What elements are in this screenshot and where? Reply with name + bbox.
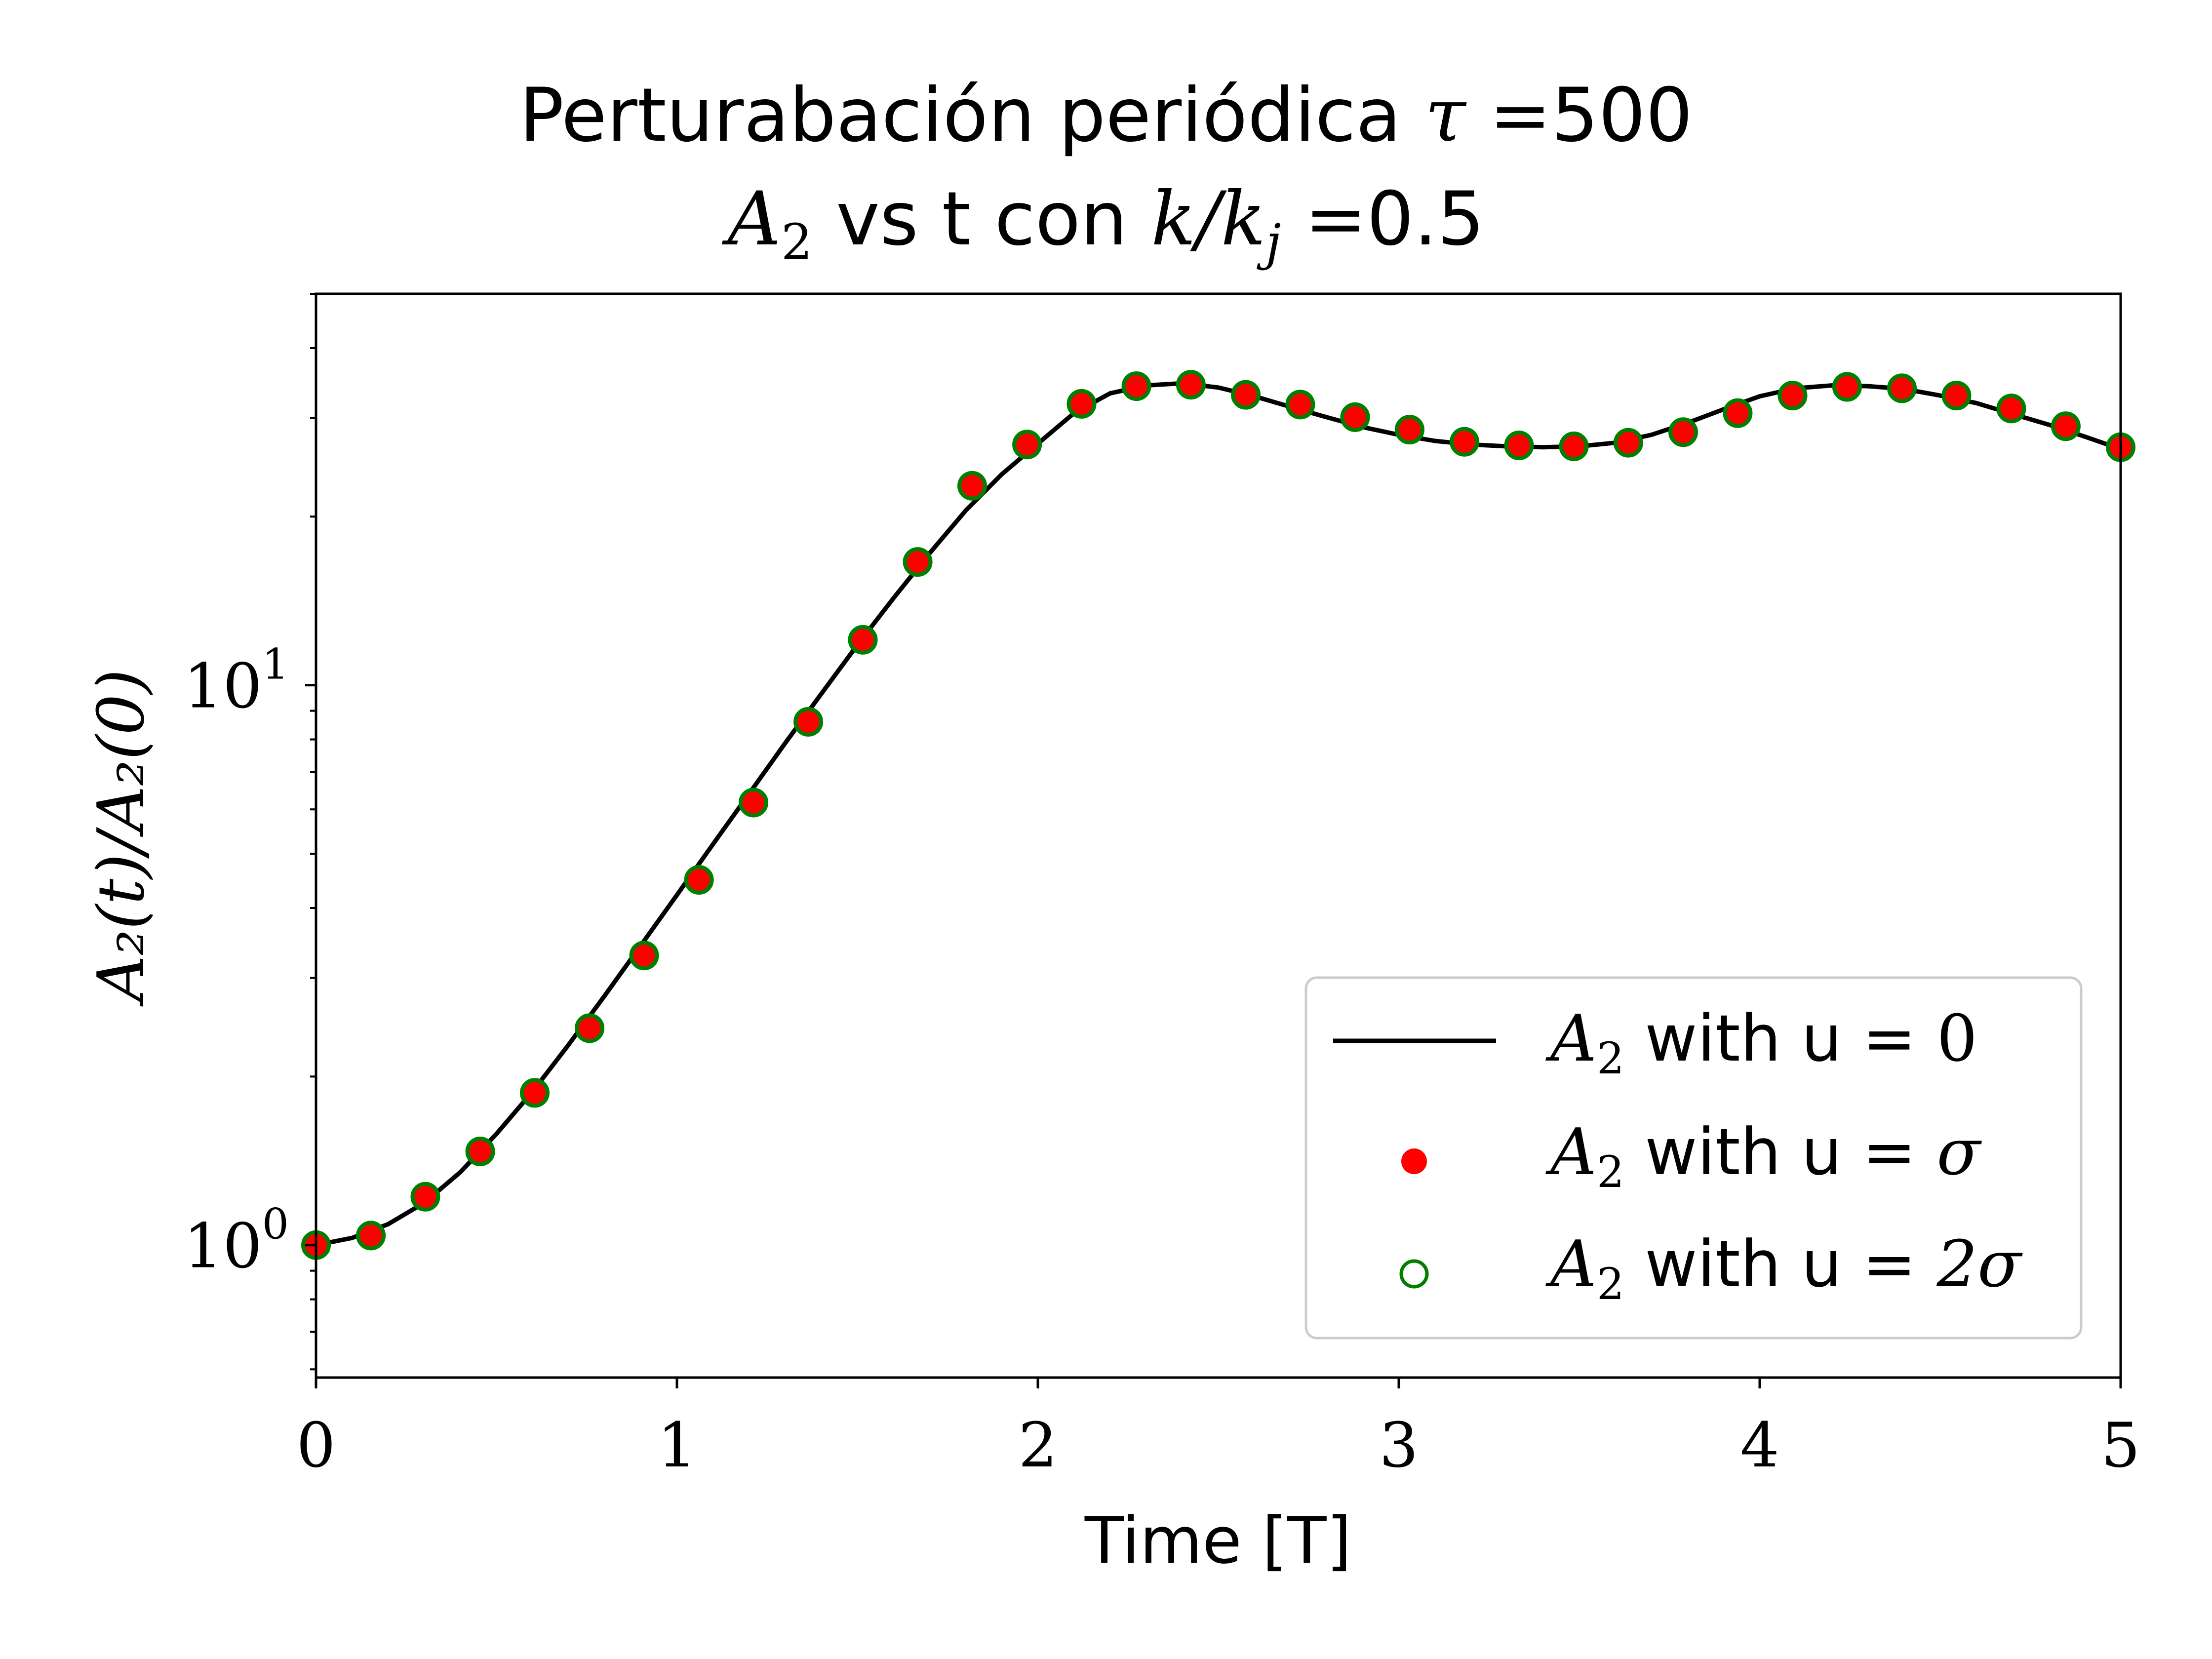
series-u-2sigma-point	[903, 547, 933, 577]
series-u-sigma-point	[741, 790, 766, 816]
series-u-2sigma-point	[1778, 381, 1808, 411]
series-u-sigma-point	[1725, 400, 1751, 426]
legend-label-u-2sigma: A2 with u = 2σ	[1545, 1226, 2023, 1309]
series-u-sigma-point	[1287, 392, 1313, 418]
series-u-sigma-point	[1615, 430, 1641, 456]
series-u-sigma-point	[1670, 419, 1696, 445]
legend-red-marker	[1401, 1148, 1427, 1174]
series-u-2sigma-point	[1668, 417, 1698, 447]
series-u-2sigma-point	[629, 941, 659, 971]
series-u-2sigma-point	[1832, 372, 1862, 402]
series-markers-group	[301, 370, 2135, 1260]
series-u-sigma-point	[1561, 434, 1587, 459]
series-u-sigma-point	[1452, 429, 1477, 455]
x-tick-label: 1	[657, 1410, 697, 1481]
x-axis-ticks: 0 1 2 3 4 5	[296, 1378, 2140, 1481]
series-u-sigma-point	[1834, 374, 1860, 400]
series-u-sigma-point	[1998, 395, 2024, 422]
series-u-sigma-point	[412, 1184, 438, 1210]
legend-label-u0: A2 with u = 0	[1545, 1001, 1977, 1084]
chart-title-line-1: Perturabación periódica τ =500	[519, 73, 1693, 158]
series-u-sigma-point	[1889, 375, 1915, 401]
series-u-2sigma-point	[1941, 381, 1972, 411]
series-u-2sigma-point	[1176, 370, 1206, 400]
series-u-2sigma-point	[684, 865, 714, 895]
x-tick-label: 5	[2101, 1410, 2140, 1481]
series-u-sigma-point	[1342, 404, 1368, 430]
x-tick-label: 0	[296, 1410, 336, 1481]
legend: A2 with u = 0 A2 with u = σ A2 with u = …	[1304, 976, 2083, 1340]
y-axis-ticks: 100 101	[184, 293, 316, 1371]
series-u-sigma-point	[1779, 383, 1806, 409]
series-u-2sigma-point	[2051, 411, 2081, 441]
series-u-2sigma-point	[410, 1182, 440, 1212]
series-u-sigma-point	[577, 1015, 603, 1041]
series-u-sigma-point	[1123, 373, 1149, 399]
x-axis-label: Time [T]	[1084, 1503, 1351, 1578]
series-u-2sigma-point	[1066, 389, 1097, 419]
series-u-2sigma-point	[1996, 394, 2026, 424]
plot-frame	[315, 292, 2122, 1379]
series-u-2sigma-point	[739, 788, 768, 818]
legend-label-u-sigma: A2 with u = σ	[1545, 1114, 1982, 1197]
chart-title-line-2: A2 vs t con k/kj =0.5	[721, 176, 1484, 271]
series-u-2sigma-point	[465, 1137, 495, 1166]
legend-box	[1304, 976, 2083, 1340]
series-u-sigma-point	[795, 709, 822, 735]
series-u-2sigma-point	[1887, 373, 1917, 403]
series-u-sigma-point	[358, 1223, 384, 1249]
series-u-2sigma-point	[1613, 428, 1643, 458]
series-u-2sigma-point	[957, 471, 987, 501]
series-u-2sigma-point	[1450, 427, 1479, 457]
series-u-sigma-point	[959, 473, 985, 499]
series-u-2sigma-point	[1285, 390, 1315, 420]
series-u-sigma-point	[1014, 432, 1040, 458]
series-u-2sigma-point	[1394, 415, 1424, 445]
y-tick-label: 101	[184, 640, 289, 722]
series-u-2sigma-point	[793, 707, 824, 737]
series-u-2sigma-point	[1121, 371, 1151, 401]
series-u-sigma-point	[1396, 417, 1422, 443]
series-u-sigma-point	[850, 627, 876, 653]
y-tick-label: 100	[184, 1200, 289, 1282]
x-tick-label: 2	[1018, 1410, 1058, 1481]
series-u-2sigma-point	[848, 625, 878, 655]
series-u-sigma-point	[2053, 413, 2079, 439]
legend-green-marker	[1399, 1259, 1429, 1289]
series-u-2sigma-point	[1504, 431, 1534, 461]
series-u-sigma-point	[686, 867, 712, 893]
x-tick-label: 4	[1740, 1410, 1779, 1481]
series-u-sigma-point	[1943, 383, 1970, 409]
series-u-sigma-point	[1068, 391, 1095, 417]
series-u-sigma-point	[1178, 372, 1204, 398]
series-u-sigma-point	[905, 549, 931, 575]
series-u-sigma-point	[1233, 382, 1259, 408]
series-u-2sigma-point	[356, 1221, 386, 1251]
series-u-sigma-point	[1506, 433, 1532, 459]
series-u-2sigma-point	[1723, 398, 1753, 428]
y-axis-label: A₂(t)/A₂(0)	[83, 669, 158, 1007]
series-u-sigma-point	[631, 943, 657, 969]
series-u-2sigma-point	[1231, 380, 1261, 410]
series-u-2sigma-point	[575, 1013, 605, 1043]
series-u0-line	[316, 381, 2122, 1248]
series-u-2sigma-point	[1559, 432, 1589, 461]
series-line-group	[316, 381, 2122, 1248]
series-u-2sigma-point	[1012, 430, 1042, 460]
series-u-sigma-point	[522, 1080, 548, 1106]
series-u-2sigma-point	[520, 1078, 550, 1108]
x-tick-label: 3	[1379, 1410, 1419, 1481]
series-u-2sigma-point	[1340, 402, 1370, 432]
series-u-sigma-point	[467, 1139, 493, 1164]
